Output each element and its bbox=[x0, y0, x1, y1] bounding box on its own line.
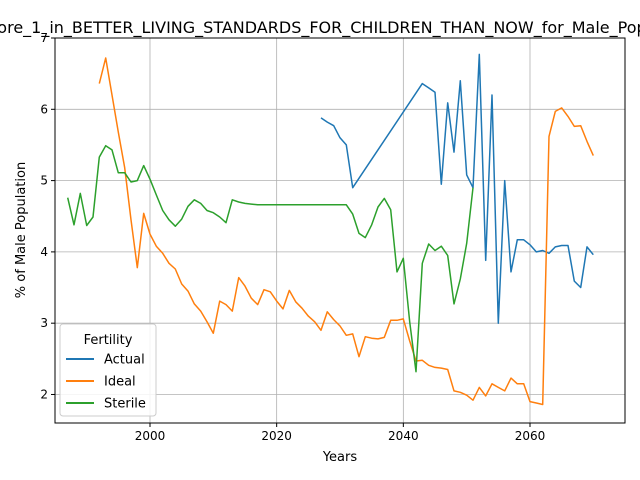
series-line-ideal bbox=[98, 57, 594, 406]
y-tick-label: 2 bbox=[40, 387, 48, 401]
series-lines bbox=[66, 53, 594, 406]
y-axis-label: % of Male Population bbox=[14, 162, 29, 298]
chart-title: Score_1_in_BETTER_LIVING_STANDARDS_FOR_C… bbox=[0, 18, 640, 38]
y-tick-label: 3 bbox=[40, 316, 48, 330]
legend-entries: Actual Ideal Sterile bbox=[66, 353, 146, 412]
series-line-actual bbox=[320, 53, 594, 324]
axis-ticks: 2000 2020 2040 2060 2 3 4 5 6 7 bbox=[40, 31, 545, 443]
y-tick-label: 7 bbox=[40, 31, 48, 45]
x-tick-label: 2040 bbox=[388, 429, 419, 443]
legend-title: Fertility bbox=[84, 333, 133, 348]
legend-box bbox=[59, 323, 157, 417]
y-tick-label: 5 bbox=[40, 174, 48, 188]
x-tick-label: 2020 bbox=[261, 429, 292, 443]
y-tick-label: 6 bbox=[40, 102, 48, 116]
legend-label-actual: Actual bbox=[104, 353, 145, 368]
plot-frame bbox=[54, 37, 626, 424]
legend: Fertility Actual Ideal Sterile bbox=[59, 323, 157, 417]
series-line-sterile bbox=[66, 144, 474, 373]
legend-label-sterile: Sterile bbox=[104, 397, 146, 412]
legend-label-ideal: Ideal bbox=[104, 375, 136, 390]
x-tick-label: 2000 bbox=[135, 429, 166, 443]
y-tick-label: 4 bbox=[40, 245, 48, 259]
x-axis-label: Years bbox=[322, 450, 358, 465]
x-tick-label: 2060 bbox=[515, 429, 546, 443]
